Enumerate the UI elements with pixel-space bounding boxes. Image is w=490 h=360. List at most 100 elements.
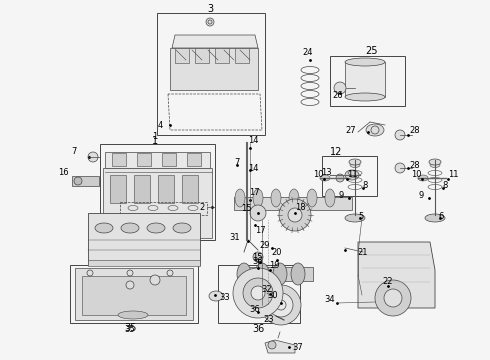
- Text: 21: 21: [358, 248, 368, 257]
- Ellipse shape: [349, 159, 361, 165]
- Ellipse shape: [243, 278, 273, 308]
- Polygon shape: [103, 168, 212, 238]
- Text: 17: 17: [249, 188, 260, 197]
- Bar: [195, 48, 209, 63]
- Bar: [100, 144, 215, 240]
- Polygon shape: [358, 242, 435, 308]
- Ellipse shape: [251, 286, 265, 300]
- Bar: [182, 175, 198, 203]
- Ellipse shape: [173, 223, 191, 233]
- Text: 6: 6: [439, 212, 443, 220]
- Ellipse shape: [261, 285, 301, 325]
- Text: 33: 33: [220, 292, 230, 302]
- Text: 14: 14: [248, 163, 258, 172]
- Text: 20: 20: [272, 248, 282, 257]
- Text: 15: 15: [242, 203, 252, 212]
- Polygon shape: [88, 213, 200, 265]
- Text: 1: 1: [152, 132, 158, 141]
- Text: 25: 25: [366, 46, 378, 56]
- Ellipse shape: [95, 223, 113, 233]
- Polygon shape: [72, 176, 99, 186]
- Ellipse shape: [253, 252, 263, 262]
- Bar: [322, 156, 377, 196]
- Text: 10: 10: [411, 170, 421, 179]
- Bar: [137, 153, 151, 166]
- Bar: [187, 153, 201, 166]
- Ellipse shape: [384, 289, 402, 307]
- Text: 28: 28: [410, 161, 420, 170]
- Ellipse shape: [418, 175, 428, 181]
- Ellipse shape: [325, 189, 335, 207]
- Text: 1: 1: [152, 136, 158, 146]
- Bar: [158, 175, 174, 203]
- Text: 37: 37: [293, 343, 303, 352]
- Text: 30: 30: [268, 292, 278, 301]
- Bar: [175, 48, 189, 63]
- Text: 19: 19: [269, 261, 279, 270]
- Text: 36: 36: [253, 257, 264, 266]
- Bar: [330, 56, 405, 106]
- Bar: [70, 265, 198, 323]
- Bar: [162, 153, 176, 166]
- Text: 14: 14: [248, 135, 258, 144]
- Text: 18: 18: [294, 202, 305, 212]
- Ellipse shape: [206, 18, 214, 26]
- Bar: [88, 260, 200, 266]
- Text: 17: 17: [255, 225, 265, 234]
- Bar: [134, 175, 150, 203]
- Text: 15: 15: [252, 252, 262, 261]
- Ellipse shape: [255, 263, 269, 285]
- Bar: [157, 13, 265, 135]
- Bar: [345, 62, 385, 97]
- Text: 3: 3: [207, 4, 213, 14]
- Ellipse shape: [118, 311, 148, 319]
- Text: 5: 5: [358, 212, 364, 220]
- Ellipse shape: [345, 214, 365, 222]
- Bar: [238, 267, 313, 281]
- Ellipse shape: [334, 82, 346, 94]
- Ellipse shape: [250, 205, 266, 221]
- Ellipse shape: [253, 189, 263, 207]
- Text: 8: 8: [362, 180, 368, 189]
- Text: 11: 11: [347, 170, 357, 179]
- Ellipse shape: [430, 162, 440, 167]
- Text: 16: 16: [58, 167, 69, 176]
- Ellipse shape: [269, 293, 293, 317]
- Bar: [215, 48, 229, 63]
- Text: 10: 10: [313, 170, 323, 179]
- Ellipse shape: [126, 281, 134, 289]
- Text: 32: 32: [262, 285, 272, 294]
- Text: 29: 29: [260, 240, 270, 249]
- Text: 26: 26: [333, 90, 343, 99]
- Text: 4: 4: [158, 121, 163, 130]
- Text: 31: 31: [229, 233, 240, 242]
- Text: 23: 23: [264, 315, 274, 324]
- Text: 7: 7: [72, 147, 77, 156]
- Ellipse shape: [288, 208, 302, 222]
- Ellipse shape: [336, 174, 344, 182]
- Text: 36: 36: [252, 324, 264, 334]
- Polygon shape: [105, 152, 210, 168]
- Ellipse shape: [425, 214, 445, 222]
- Ellipse shape: [233, 268, 283, 318]
- Text: 36: 36: [249, 305, 260, 314]
- Text: 34: 34: [325, 296, 335, 305]
- Ellipse shape: [237, 263, 251, 285]
- Ellipse shape: [395, 130, 405, 140]
- Ellipse shape: [345, 58, 385, 66]
- Ellipse shape: [320, 175, 330, 181]
- Ellipse shape: [291, 263, 305, 285]
- Text: 9: 9: [418, 190, 424, 199]
- Text: 22: 22: [383, 278, 393, 287]
- Text: 27: 27: [345, 126, 356, 135]
- Polygon shape: [75, 268, 193, 320]
- Bar: [234, 197, 352, 210]
- Ellipse shape: [273, 263, 287, 285]
- Polygon shape: [172, 35, 258, 48]
- Bar: [218, 265, 300, 323]
- Text: 35: 35: [124, 325, 135, 334]
- Ellipse shape: [350, 162, 360, 167]
- Text: 13: 13: [320, 167, 331, 176]
- Ellipse shape: [88, 152, 98, 162]
- Bar: [112, 153, 126, 166]
